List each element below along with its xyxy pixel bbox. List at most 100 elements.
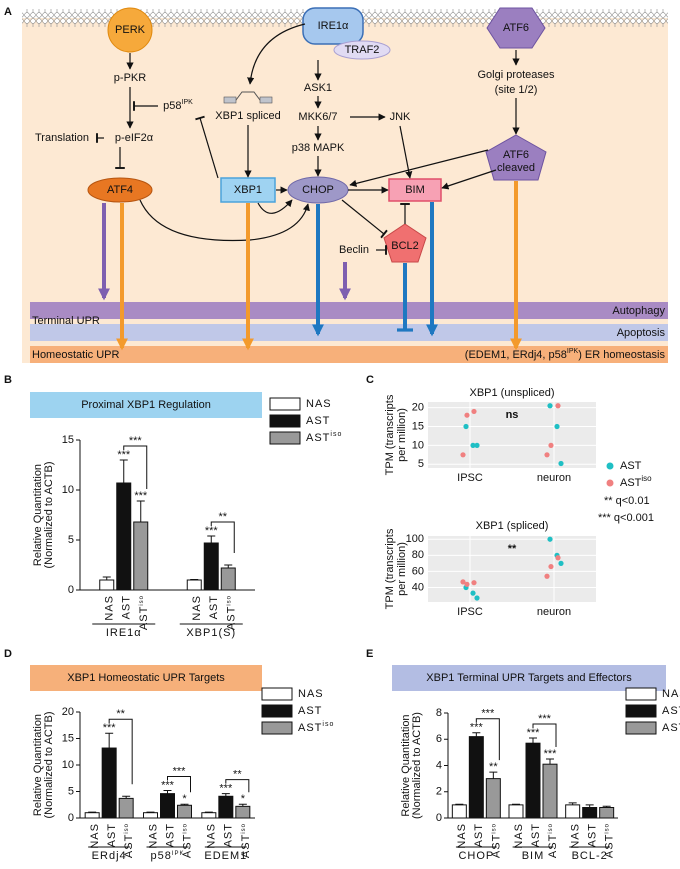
- significance: ***: [117, 449, 131, 461]
- bracket-label: ***: [129, 435, 143, 447]
- x-tick-label: ASTiso: [138, 595, 150, 630]
- error-bar: [602, 805, 611, 808]
- x-tick-label: ASTiso: [240, 823, 252, 858]
- x-tick-label: NAS: [89, 823, 101, 849]
- y-tick-label: 5: [68, 534, 74, 546]
- error-bar: [512, 803, 520, 805]
- error-bar: [204, 811, 213, 813]
- y-axis-label: Relative Quantitation: [400, 714, 412, 816]
- x-tick-label: AST: [587, 823, 599, 847]
- error-bar: [568, 802, 577, 805]
- group-label: XBP1(S): [186, 627, 236, 639]
- node-label: ASK1: [304, 82, 332, 94]
- x-tick-label: ASTiso: [225, 595, 237, 630]
- x-tick-label: neuron: [537, 472, 571, 484]
- point: [555, 555, 561, 561]
- plot-background: [428, 536, 596, 602]
- node-label: Golgi proteases: [477, 69, 555, 81]
- y-axis-label: per million): [396, 542, 408, 596]
- x-tick-label-main: AST: [604, 834, 616, 858]
- legend-label-sup: iso: [330, 431, 342, 438]
- legend-label: ASTiso: [620, 474, 652, 489]
- error-bar: [489, 771, 498, 779]
- bracket-label: ***: [481, 708, 495, 720]
- bracket: [210, 521, 235, 553]
- bar: [160, 793, 175, 819]
- point: [460, 579, 466, 585]
- point: [474, 595, 480, 601]
- point: [555, 403, 561, 409]
- y-tick-label: 20: [62, 706, 74, 718]
- point: [547, 403, 553, 409]
- node-label: BCL2: [391, 240, 419, 252]
- x-tick-label: NAS: [104, 595, 116, 621]
- chart-title: XBP1 Terminal UPR Targets and Effectors: [426, 672, 632, 684]
- panel-label: D: [4, 648, 12, 660]
- panel-header: [30, 392, 262, 418]
- node-label: p-PKR: [114, 72, 146, 84]
- subplot-title: XBP1 (spliced): [476, 520, 549, 532]
- node-label: BIM: [405, 184, 425, 196]
- y-axis-label: per million): [396, 408, 408, 462]
- group-label: CHOP: [458, 850, 494, 862]
- node-label: MKK6/7: [298, 111, 337, 123]
- significance: ***: [219, 783, 233, 795]
- bar: [565, 804, 581, 819]
- x-tick-label-sup: iso: [124, 823, 130, 834]
- x-tick-label: ASTiso: [490, 823, 502, 858]
- legend-label-main: AST: [306, 432, 330, 444]
- x-tick-label: AST: [106, 823, 118, 847]
- group-label: BCL-2: [572, 850, 608, 862]
- error-bar: [221, 793, 230, 797]
- panel-label: C: [366, 374, 374, 386]
- legend-label: AST: [298, 705, 322, 717]
- bracket-label: **: [233, 769, 242, 781]
- y-tick-label: 40: [412, 581, 424, 593]
- error-bar: [529, 737, 537, 744]
- node-label: (site 1/2): [495, 84, 538, 96]
- y-tick-label: 60: [412, 565, 424, 577]
- error-bar: [207, 535, 216, 543]
- legend-note: ** q<0.01: [604, 495, 650, 507]
- x-tick-label-main: AST: [547, 834, 559, 858]
- legend-swatch: [625, 687, 657, 701]
- y-tick-label: 0: [436, 812, 442, 824]
- significance: ***: [205, 525, 219, 537]
- legend-swatch: [261, 721, 293, 735]
- bracket: [532, 723, 557, 747]
- group-label: EDEM1: [204, 850, 247, 862]
- x-tick-label: AST: [530, 823, 542, 847]
- bar: [542, 763, 558, 819]
- bracket: [123, 445, 148, 489]
- bar: [508, 804, 524, 819]
- y-axis-label: (Normalized to ACTB): [43, 712, 55, 819]
- subplot-title: XBP1 (unspliced): [470, 387, 555, 399]
- chart-title: XBP1 Homeostatic UPR Targets: [67, 672, 225, 684]
- bar: [177, 804, 192, 819]
- bar: [220, 567, 236, 591]
- node-label: Beclin: [339, 244, 369, 256]
- y-axis-label: TPM (transcripts: [384, 394, 396, 475]
- annotation: **: [508, 543, 517, 555]
- x-tick-label: IPSC: [457, 606, 483, 618]
- legend-swatch: [261, 687, 293, 701]
- y-tick-label: 15: [62, 434, 74, 446]
- x-tick-label: AST: [121, 595, 133, 619]
- bracket: [167, 775, 191, 793]
- y-tick-label: 8: [436, 707, 442, 719]
- error-bar: [546, 758, 554, 765]
- bracket: [475, 718, 500, 761]
- bar: [201, 812, 217, 819]
- point: [463, 423, 469, 430]
- x-tick-label: ASTiso: [123, 823, 135, 858]
- legend-label: NAS: [662, 688, 680, 700]
- error-bar: [102, 576, 111, 580]
- legend-label-sup: iso: [322, 721, 334, 728]
- legend-label: AST: [662, 705, 680, 717]
- group-label: ERdj4: [92, 850, 127, 862]
- group-label-main: p58: [150, 850, 171, 862]
- y-axis-label: (Normalized to ACTB): [411, 712, 423, 819]
- bracket-label: **: [116, 708, 125, 720]
- error-bar: [119, 459, 128, 483]
